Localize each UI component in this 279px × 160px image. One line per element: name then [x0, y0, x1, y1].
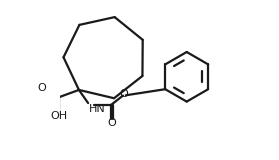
Text: HN: HN: [88, 104, 105, 114]
Text: O: O: [120, 89, 129, 99]
Text: O: O: [107, 118, 116, 128]
Text: OH: OH: [50, 111, 67, 121]
Text: O: O: [37, 83, 46, 93]
